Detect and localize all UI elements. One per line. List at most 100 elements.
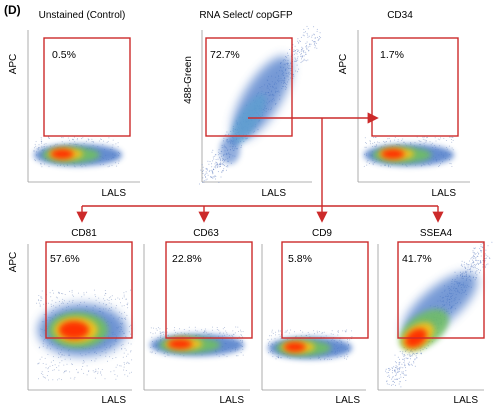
event-dot xyxy=(83,143,85,144)
event-dot xyxy=(222,164,224,166)
density-blob xyxy=(59,321,89,339)
event-dot xyxy=(240,352,242,354)
event-dot xyxy=(205,332,207,334)
event-dot xyxy=(392,369,393,371)
event-dot xyxy=(215,176,217,177)
event-dot xyxy=(272,356,274,358)
event-dot xyxy=(301,50,303,52)
event-dot xyxy=(311,40,313,42)
event-dot xyxy=(38,300,40,302)
event-dot xyxy=(407,354,409,356)
event-dot xyxy=(408,355,410,357)
plot-unstained-control: Unstained (Control) APC 0.5% LALS xyxy=(8,10,140,199)
event-dot xyxy=(130,351,132,353)
event-dot xyxy=(211,176,213,178)
plot-title: CD9 xyxy=(312,228,332,239)
event-dot xyxy=(478,262,480,264)
event-dot xyxy=(118,162,120,164)
event-dot xyxy=(98,302,100,304)
event-dot xyxy=(346,353,348,355)
event-dot xyxy=(315,45,316,47)
event-dot xyxy=(402,358,404,360)
event-dot xyxy=(55,296,57,298)
gate-percent: 0.5% xyxy=(52,49,76,61)
event-dot xyxy=(313,41,315,43)
gate-percent: 22.8% xyxy=(172,253,202,265)
event-dot xyxy=(292,74,294,76)
event-dot xyxy=(399,351,401,353)
event-dot xyxy=(204,330,205,332)
event-dot xyxy=(168,354,170,356)
event-dot xyxy=(81,296,83,298)
event-dot xyxy=(398,364,400,366)
event-dot xyxy=(49,145,51,147)
event-dot xyxy=(163,352,165,354)
event-dot xyxy=(389,141,391,143)
event-dot xyxy=(68,355,70,356)
event-dot xyxy=(93,371,95,373)
event-dot xyxy=(242,336,244,338)
event-dot xyxy=(406,358,408,360)
event-dot xyxy=(240,334,242,335)
event-dot xyxy=(439,165,441,167)
event-dot xyxy=(402,351,404,353)
event-dot xyxy=(57,165,58,167)
event-dot xyxy=(62,137,64,139)
event-dot xyxy=(476,255,478,257)
event-dot xyxy=(414,353,416,355)
event-dot xyxy=(48,136,50,138)
event-dot xyxy=(60,356,62,358)
event-dot xyxy=(459,271,461,273)
event-dot xyxy=(387,376,389,377)
event-dot xyxy=(287,55,289,56)
event-dot xyxy=(88,370,90,372)
event-dot xyxy=(38,347,40,349)
event-dot xyxy=(414,365,416,367)
event-dot xyxy=(50,348,51,350)
event-dot xyxy=(183,329,185,330)
event-dot xyxy=(385,141,387,143)
event-dot xyxy=(34,143,36,145)
event-dot xyxy=(124,317,125,319)
gate-percent: 41.7% xyxy=(402,253,432,265)
event-dot xyxy=(296,53,298,55)
event-dot xyxy=(157,327,159,329)
event-dot xyxy=(270,335,272,337)
event-dot xyxy=(42,374,44,376)
event-dot xyxy=(213,158,215,160)
event-dot xyxy=(240,329,241,331)
event-dot xyxy=(295,50,297,51)
event-dot xyxy=(63,143,65,145)
event-dot xyxy=(475,272,476,274)
gate-rectangle xyxy=(205,37,293,137)
event-dot xyxy=(482,260,484,262)
event-dot xyxy=(404,365,406,367)
density-blob xyxy=(283,342,306,352)
event-dot xyxy=(109,308,110,310)
event-dot xyxy=(124,348,126,350)
event-dot xyxy=(307,36,309,38)
event-dot xyxy=(213,166,215,168)
event-dot xyxy=(472,256,474,258)
event-dot xyxy=(472,250,474,252)
event-dot xyxy=(218,163,220,165)
event-dot xyxy=(61,379,62,381)
event-dot xyxy=(393,366,395,368)
event-dot xyxy=(424,139,426,141)
event-dot xyxy=(267,344,269,346)
event-dot xyxy=(311,36,313,38)
event-dot xyxy=(398,362,400,364)
event-dot xyxy=(482,266,484,268)
event-dot xyxy=(414,359,416,361)
event-dot xyxy=(473,247,475,249)
event-dot xyxy=(301,61,303,63)
event-dot xyxy=(472,262,474,263)
event-dot xyxy=(164,356,166,358)
gate-rectangle xyxy=(281,241,369,339)
event-dot xyxy=(173,329,175,331)
event-dot xyxy=(127,375,129,377)
event-dot xyxy=(211,169,213,171)
plot-title: SSEA4 xyxy=(420,228,453,239)
event-dot xyxy=(303,32,305,34)
